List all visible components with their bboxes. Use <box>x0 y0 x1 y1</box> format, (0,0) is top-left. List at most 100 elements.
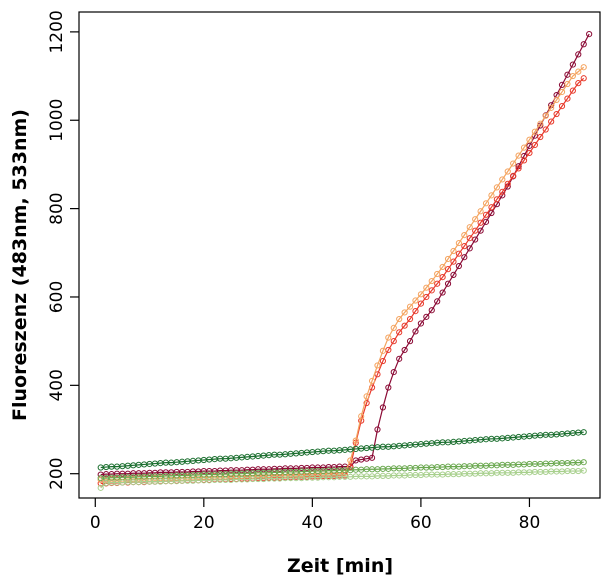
data-point <box>347 457 354 464</box>
data-point <box>482 200 490 207</box>
data-point <box>564 71 571 78</box>
data-point <box>466 235 473 242</box>
data-point <box>450 247 457 255</box>
data-point <box>515 152 522 159</box>
data-point <box>374 362 381 369</box>
data-point <box>450 258 457 265</box>
data-point <box>379 404 387 411</box>
data-point <box>406 338 414 345</box>
data-point <box>553 110 560 118</box>
data-point <box>575 51 582 58</box>
y-tick-label: 1000 <box>47 99 67 142</box>
data-point <box>537 133 544 141</box>
data-point <box>417 291 425 298</box>
data-point <box>455 239 462 247</box>
data-point <box>580 429 587 436</box>
y-tick-label: 800 <box>47 192 67 224</box>
data-point <box>455 250 462 257</box>
data-point <box>586 30 593 38</box>
data-point <box>412 297 419 304</box>
series-line <box>100 33 590 476</box>
data-point <box>461 254 468 261</box>
data-point <box>406 315 414 323</box>
series-6 <box>97 467 587 491</box>
data-point <box>379 347 387 354</box>
x-tick-label: 60 <box>410 513 432 533</box>
data-point <box>439 289 446 296</box>
y-axis-title: Fluoreszenz (483nm, 533nm) <box>9 109 31 421</box>
plot-frame <box>78 11 601 499</box>
data-point <box>439 263 446 271</box>
data-point <box>363 393 370 400</box>
series-line <box>100 66 585 481</box>
data-point <box>455 262 462 270</box>
data-point <box>390 324 397 331</box>
data-point <box>385 384 392 391</box>
data-point <box>488 204 495 211</box>
data-point <box>558 103 566 110</box>
data-point <box>396 355 403 362</box>
data-point <box>434 270 441 278</box>
series-4 <box>97 429 587 471</box>
data-point <box>564 95 571 102</box>
x-axis: 0 20 40 60 80 <box>90 498 540 533</box>
data-point <box>444 280 452 287</box>
data-point <box>423 284 430 291</box>
data-point <box>412 328 419 335</box>
x-tick-label: 0 <box>90 513 101 533</box>
data-point <box>466 224 473 231</box>
data-point <box>439 273 446 281</box>
data-point <box>401 322 408 329</box>
data-point <box>548 104 555 111</box>
data-point <box>423 313 430 320</box>
data-point <box>444 266 452 273</box>
data-point <box>368 454 376 461</box>
data-point <box>390 338 397 345</box>
data-point <box>444 255 452 263</box>
data-point <box>564 80 571 88</box>
data-point <box>434 280 441 287</box>
data-point <box>482 211 490 218</box>
data-point <box>396 315 403 323</box>
data-point <box>515 165 522 172</box>
data-point <box>401 309 408 316</box>
data-point <box>461 243 468 250</box>
x-tick-label: 80 <box>519 513 541 533</box>
data-point <box>510 172 517 180</box>
data-point <box>569 87 576 94</box>
y-tick-label: 600 <box>47 281 67 313</box>
data-point <box>493 196 500 203</box>
series-layer <box>97 30 593 491</box>
series-1 <box>97 30 593 478</box>
data-point <box>542 126 549 133</box>
data-point <box>548 118 555 125</box>
series-5 <box>97 459 587 482</box>
data-point <box>580 41 587 48</box>
data-point <box>537 120 544 127</box>
data-point <box>575 68 582 75</box>
data-point <box>477 208 484 215</box>
data-point <box>493 184 500 191</box>
data-point <box>526 149 533 157</box>
data-point <box>390 368 397 376</box>
data-point <box>488 209 495 217</box>
y-tick-label: 1200 <box>47 10 67 53</box>
data-point <box>352 437 359 444</box>
data-point <box>472 236 479 243</box>
x-axis-title: Zeit [min] <box>287 555 393 577</box>
data-point <box>488 192 495 199</box>
data-point <box>434 298 441 305</box>
data-point <box>569 72 576 80</box>
data-point <box>358 413 365 420</box>
data-point <box>504 180 511 187</box>
data-point <box>423 293 430 301</box>
data-point <box>417 300 425 307</box>
x-tick-label: 40 <box>302 513 324 533</box>
data-point <box>542 112 549 119</box>
data-point <box>520 144 528 151</box>
data-point <box>406 303 414 310</box>
x-tick-label: 20 <box>193 513 215 533</box>
data-point <box>580 75 587 82</box>
data-point <box>97 484 104 491</box>
